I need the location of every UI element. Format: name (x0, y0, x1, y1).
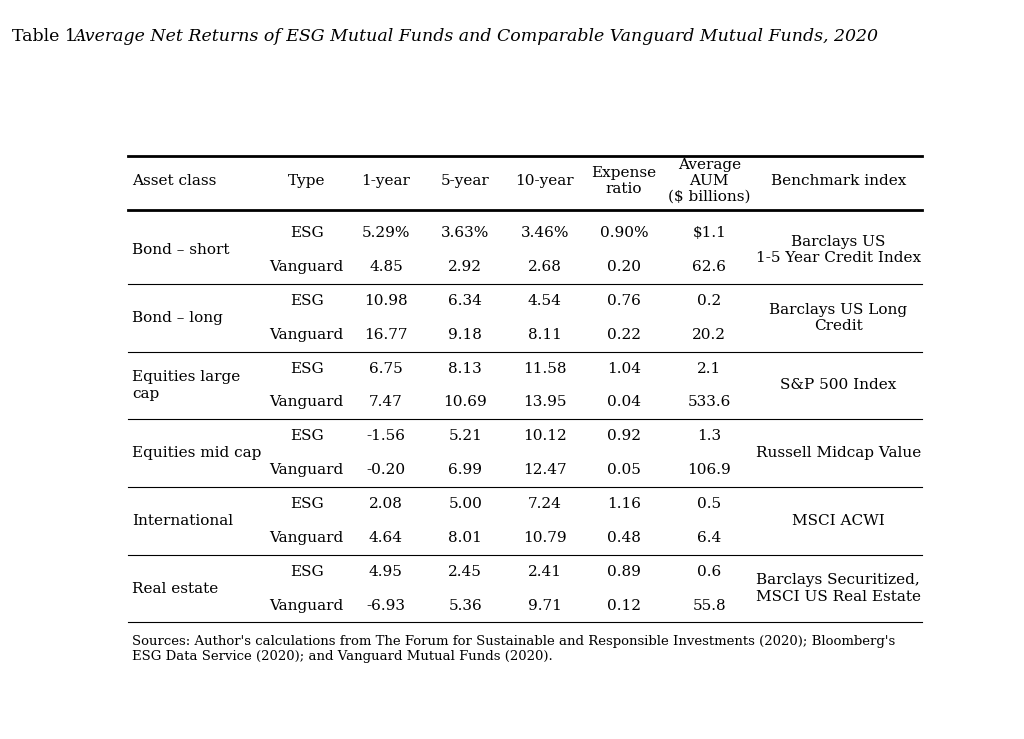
Text: 12.47: 12.47 (523, 463, 566, 477)
Text: ESG: ESG (290, 226, 324, 240)
Text: 5.36: 5.36 (449, 599, 482, 613)
Text: S&P 500 Index: S&P 500 Index (780, 378, 896, 392)
Text: Bond – short: Bond – short (132, 243, 229, 257)
Text: ESG: ESG (290, 497, 324, 511)
Text: 2.45: 2.45 (449, 565, 482, 579)
Text: MSCI ACWI: MSCI ACWI (792, 514, 885, 528)
Text: Barclays US Long
Credit: Barclays US Long Credit (769, 302, 907, 333)
Text: -1.56: -1.56 (367, 429, 406, 443)
Text: $1.1: $1.1 (692, 226, 726, 240)
Text: 9.71: 9.71 (527, 599, 561, 613)
Text: Vanguard: Vanguard (269, 531, 344, 545)
Text: 10.69: 10.69 (443, 395, 487, 409)
Text: Equities mid cap: Equities mid cap (132, 446, 261, 460)
Text: 20.2: 20.2 (692, 327, 726, 341)
Text: 4.85: 4.85 (369, 260, 402, 274)
Text: Bond – long: Bond – long (132, 310, 223, 324)
Text: Vanguard: Vanguard (269, 395, 344, 409)
Text: 1.16: 1.16 (607, 497, 641, 511)
Text: ESG: ESG (290, 429, 324, 443)
Text: Vanguard: Vanguard (269, 327, 344, 341)
Text: 10.98: 10.98 (365, 294, 408, 307)
Text: 0.22: 0.22 (607, 327, 641, 341)
Text: 8.13: 8.13 (449, 361, 482, 375)
Text: 4.95: 4.95 (369, 565, 402, 579)
Text: 1.04: 1.04 (607, 361, 641, 375)
Text: ESG: ESG (290, 361, 324, 375)
Text: Table 1.: Table 1. (12, 28, 87, 45)
Text: 5-year: 5-year (441, 174, 489, 188)
Text: 5.29%: 5.29% (361, 226, 411, 240)
Text: Russell Midcap Value: Russell Midcap Value (756, 446, 921, 460)
Text: Barclays Securitized,
MSCI US Real Estate: Barclays Securitized, MSCI US Real Estat… (756, 573, 921, 604)
Text: 0.76: 0.76 (607, 294, 641, 307)
Text: Type: Type (288, 174, 326, 188)
Text: 16.77: 16.77 (365, 327, 408, 341)
Text: 6.4: 6.4 (697, 531, 722, 545)
Text: ESG: ESG (290, 294, 324, 307)
Text: 10.12: 10.12 (523, 429, 566, 443)
Text: 0.05: 0.05 (607, 463, 641, 477)
Text: 1.3: 1.3 (697, 429, 721, 443)
Text: 2.68: 2.68 (527, 260, 561, 274)
Text: 7.24: 7.24 (527, 497, 561, 511)
Text: Asset class: Asset class (132, 174, 216, 188)
Text: Vanguard: Vanguard (269, 260, 344, 274)
Text: 10-year: 10-year (515, 174, 574, 188)
Text: 13.95: 13.95 (523, 395, 566, 409)
Text: Sources: Author's calculations from The Forum for Sustainable and Responsible In: Sources: Author's calculations from The … (132, 635, 895, 663)
Text: 11.58: 11.58 (523, 361, 566, 375)
Text: 10.79: 10.79 (523, 531, 566, 545)
Text: 6.75: 6.75 (369, 361, 402, 375)
Text: 8.01: 8.01 (449, 531, 482, 545)
Text: 2.1: 2.1 (697, 361, 722, 375)
Text: Real estate: Real estate (132, 582, 218, 596)
Text: 9.18: 9.18 (449, 327, 482, 341)
Text: 6.99: 6.99 (449, 463, 482, 477)
Text: 5.00: 5.00 (449, 497, 482, 511)
Text: 1-year: 1-year (361, 174, 411, 188)
Text: 2.92: 2.92 (449, 260, 482, 274)
Text: 0.5: 0.5 (697, 497, 721, 511)
Text: Barclays US
1-5 Year Credit Index: Barclays US 1-5 Year Credit Index (756, 235, 921, 265)
Text: 0.6: 0.6 (697, 565, 722, 579)
Text: 0.89: 0.89 (607, 565, 641, 579)
Text: 5.21: 5.21 (449, 429, 482, 443)
Text: 0.12: 0.12 (607, 599, 641, 613)
Text: Average
AUM
($ billions): Average AUM ($ billions) (668, 157, 751, 204)
Text: 2.41: 2.41 (527, 565, 561, 579)
Text: Vanguard: Vanguard (269, 463, 344, 477)
Text: Vanguard: Vanguard (269, 599, 344, 613)
Text: 8.11: 8.11 (527, 327, 561, 341)
Text: 62.6: 62.6 (692, 260, 726, 274)
Text: Average Net Returns of ESG Mutual Funds and Comparable Vanguard Mutual Funds, 20: Average Net Returns of ESG Mutual Funds … (74, 28, 879, 45)
Text: ESG: ESG (290, 565, 324, 579)
Text: 6.34: 6.34 (449, 294, 482, 307)
Text: Expense
ratio: Expense ratio (592, 166, 656, 196)
Text: 0.48: 0.48 (607, 531, 641, 545)
Text: 0.20: 0.20 (607, 260, 641, 274)
Text: 0.04: 0.04 (607, 395, 641, 409)
Text: 106.9: 106.9 (687, 463, 731, 477)
Text: 4.54: 4.54 (527, 294, 561, 307)
Text: 2.08: 2.08 (369, 497, 402, 511)
Text: International: International (132, 514, 233, 528)
Text: 3.63%: 3.63% (441, 226, 489, 240)
Text: Equities large
cap: Equities large cap (132, 370, 241, 401)
Text: Benchmark index: Benchmark index (771, 174, 906, 188)
Text: -0.20: -0.20 (367, 463, 406, 477)
Text: 4.64: 4.64 (369, 531, 402, 545)
Text: 55.8: 55.8 (692, 599, 726, 613)
Text: 7.47: 7.47 (369, 395, 402, 409)
Text: 0.90%: 0.90% (600, 226, 648, 240)
Text: 533.6: 533.6 (688, 395, 731, 409)
Text: -6.93: -6.93 (367, 599, 406, 613)
Text: 3.46%: 3.46% (520, 226, 569, 240)
Text: 0.2: 0.2 (697, 294, 722, 307)
Text: 0.92: 0.92 (607, 429, 641, 443)
